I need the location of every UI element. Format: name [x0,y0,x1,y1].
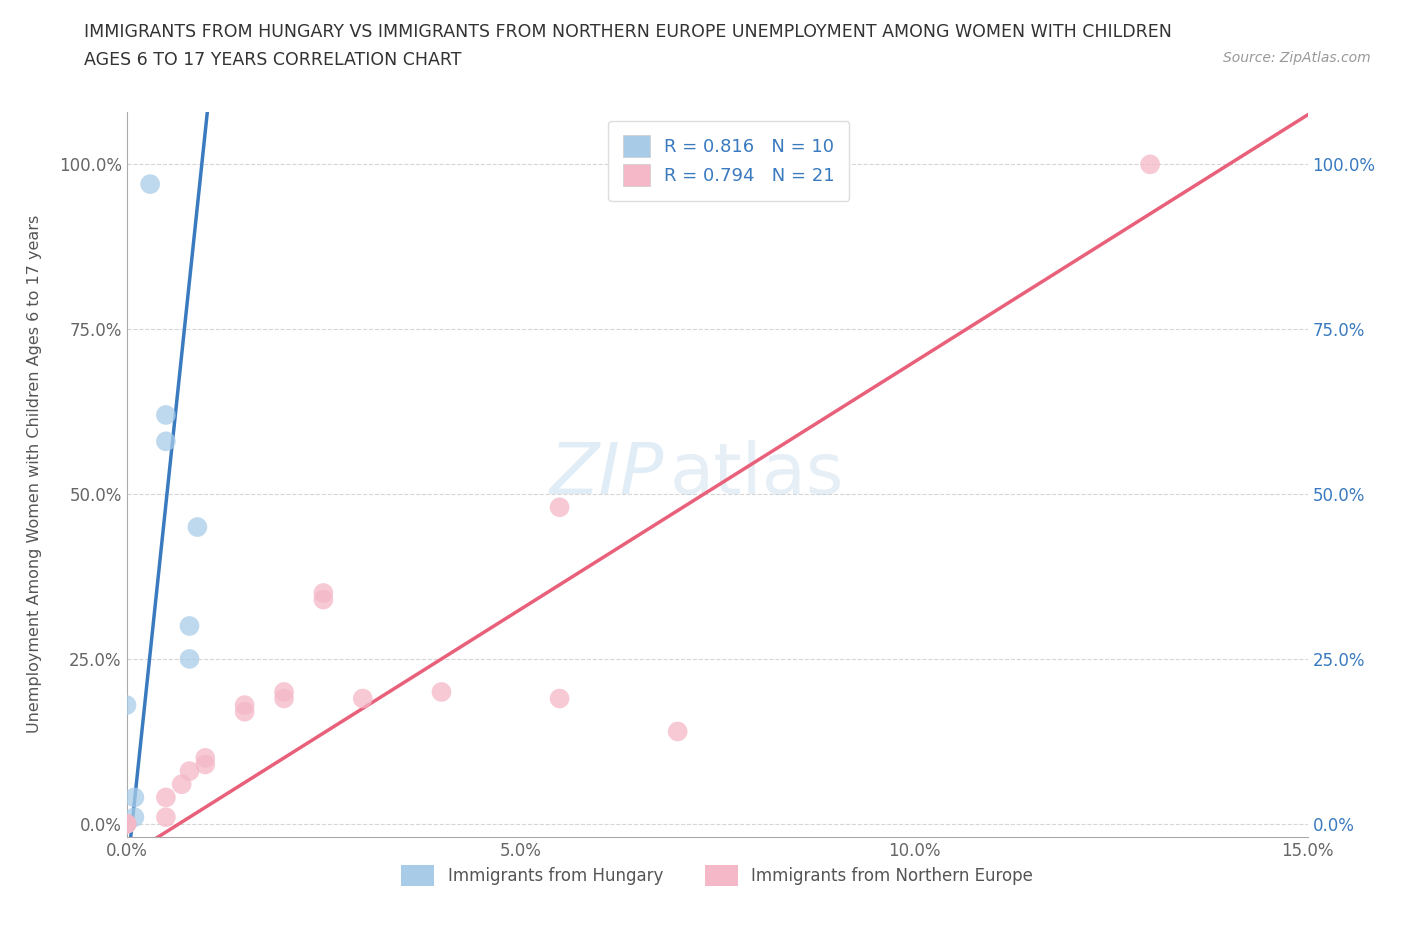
Text: atlas: atlas [669,440,844,509]
Point [179,764,201,778]
Text: ZIP: ZIP [550,440,664,509]
Point [155,810,177,825]
Point [548,691,571,706]
Point [548,499,571,514]
Point [186,520,208,535]
Text: IMMIGRANTS FROM HUNGARY VS IMMIGRANTS FROM NORTHERN EUROPE UNEMPLOYMENT AMONG WO: IMMIGRANTS FROM HUNGARY VS IMMIGRANTS FR… [84,23,1173,41]
Point [124,790,146,804]
Point [352,691,374,706]
Point [666,724,689,739]
Point [273,684,295,699]
Point [312,592,335,607]
Point [115,817,138,831]
Text: AGES 6 TO 17 YEARS CORRELATION CHART: AGES 6 TO 17 YEARS CORRELATION CHART [84,51,461,69]
Point [273,691,295,706]
Point [115,698,138,712]
Point [312,586,335,601]
Point [124,810,146,825]
Point [115,817,138,831]
Point [233,698,256,712]
Y-axis label: Unemployment Among Women with Children Ages 6 to 17 years: Unemployment Among Women with Children A… [27,215,42,734]
Point [155,407,177,422]
Point [430,684,453,699]
Point [179,652,201,667]
Point [194,751,217,765]
Text: Source: ZipAtlas.com: Source: ZipAtlas.com [1223,51,1371,65]
Point [1139,157,1161,172]
Point [194,757,217,772]
Point [115,817,138,831]
Point [155,434,177,449]
Point [179,618,201,633]
Point [170,777,193,791]
Point [233,704,256,719]
Legend: Immigrants from Hungary, Immigrants from Northern Europe: Immigrants from Hungary, Immigrants from… [392,857,1042,894]
Point [139,177,162,192]
Point [155,790,177,804]
Point [115,817,138,831]
